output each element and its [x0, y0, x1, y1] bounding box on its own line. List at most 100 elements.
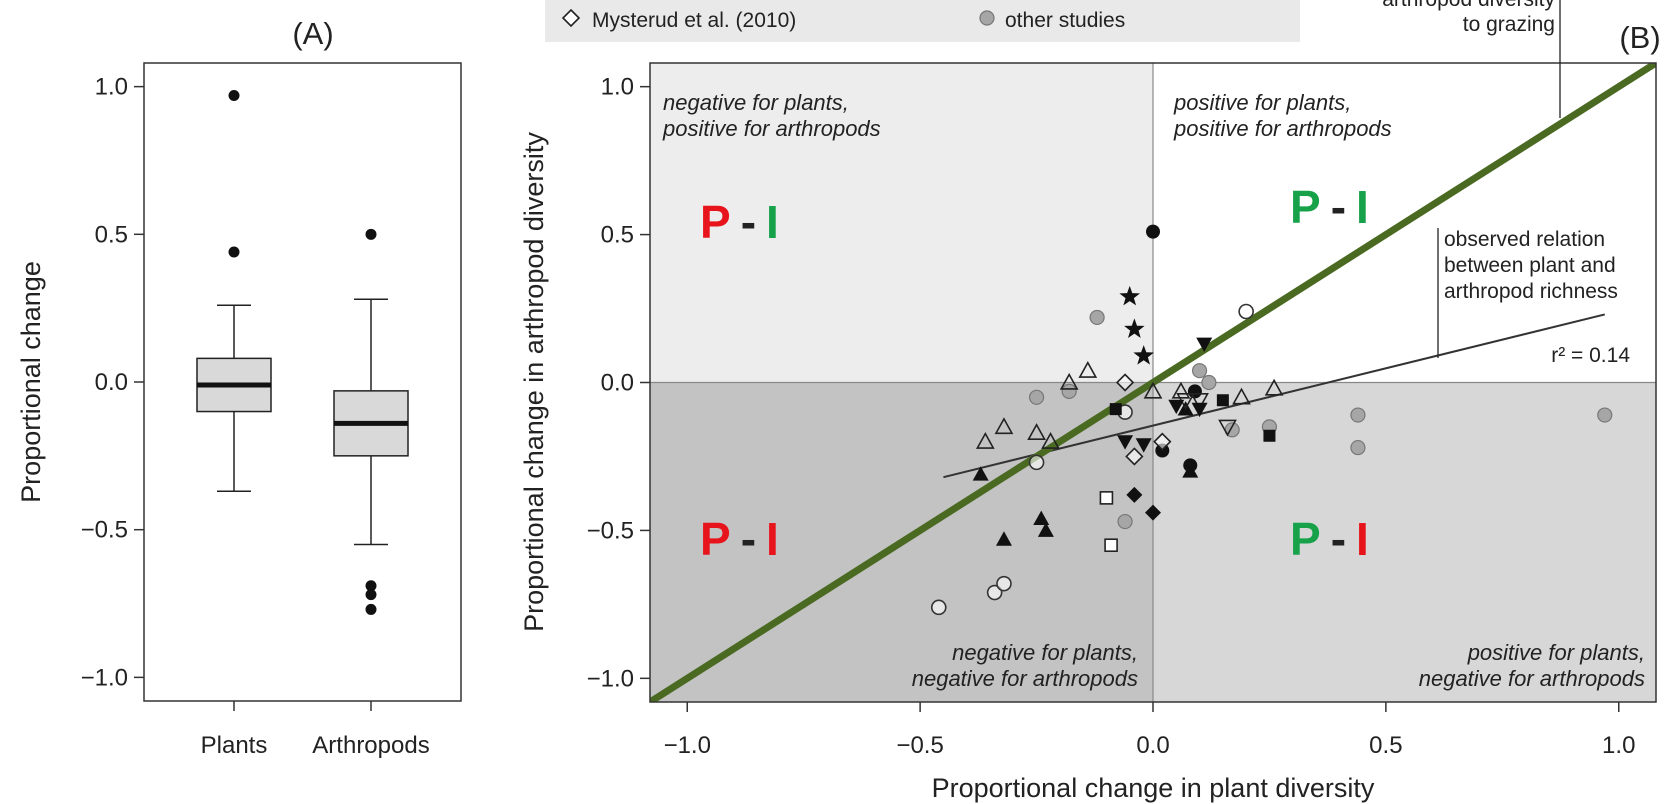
y-tick-label: 0.0: [601, 370, 634, 397]
y-tick-label: 1.0: [95, 74, 128, 101]
y-tick-label: 1.0: [601, 74, 634, 101]
pi-p: P: [1290, 181, 1321, 233]
x-tick-label: 0.0: [1136, 732, 1169, 759]
point-filled-circle: [1187, 384, 1202, 399]
point-filled-triangle: [972, 466, 989, 481]
pi-i: I: [1356, 513, 1369, 565]
y-tick-label: 0.0: [95, 369, 128, 396]
pi-marker-bottom-right: P-I: [1290, 513, 1369, 565]
legend: Mysterud et al. (2010) other studies: [545, 0, 1300, 42]
point-open-square: [1104, 538, 1118, 553]
point-gray-circle: [1117, 513, 1133, 530]
svg-text:P-I: P-I: [700, 513, 779, 565]
annotation-one-to-one: arthropod diversity to grazing: [1382, 0, 1561, 118]
panel-a-label: (A): [292, 16, 333, 51]
point-open-triangle: [1027, 423, 1046, 440]
y-tick-label: 0.5: [601, 222, 634, 249]
legend-open-diamond-icon: [561, 8, 581, 28]
point-star: [1133, 345, 1154, 365]
panel-a-boxes: [196, 89, 409, 615]
point-open-square: [1099, 491, 1114, 505]
point-open-triangle-down: [1190, 393, 1209, 410]
point-open-circle: [986, 584, 1003, 601]
pi-p: P: [700, 196, 731, 248]
point-filled-triangle: [995, 531, 1012, 546]
y-tick-label: −1.0: [81, 664, 128, 691]
y-tick-label: −0.5: [81, 517, 128, 544]
point-open-triangle: [1143, 381, 1163, 399]
point-open-circle: [996, 575, 1012, 592]
x-tick-label: Plants: [201, 732, 268, 759]
point-open-circle: [1028, 454, 1045, 471]
point-open-triangle: [1171, 381, 1191, 399]
svg-text:P-I: P-I: [1290, 181, 1369, 233]
x-tick-label: 0.5: [1369, 732, 1402, 759]
panel-b-y-axis-title: Proportional change in arthropod diversi…: [519, 132, 549, 632]
quad-bottom-right-line2: negative for arthropods: [1419, 666, 1645, 691]
quad-bottom-right-line1: positive for plants,: [1467, 640, 1645, 665]
panel-a: (A) 1.0 0.5 0.0 −0.5 −1.0 Plants Arthropods P…: [16, 16, 462, 759]
panel-b: 1.0 0.5 0.0 −0.5 −1.0 −1.0 −0.5 0.0 0.5 1.0 nega…: [519, 0, 1661, 803]
pi-i: I: [1356, 181, 1369, 233]
point-gray-circle: [1061, 383, 1077, 399]
outlier-point: [365, 603, 377, 615]
y-tick-label: 0.5: [95, 221, 128, 248]
svg-text:P-I: P-I: [1290, 513, 1369, 565]
pi-dash: -: [741, 513, 756, 565]
point-filled-triangle: [1037, 522, 1054, 537]
quad-bottom-left-line2: negative for arthropods: [912, 666, 1138, 691]
annotation-one-to-one-line2: to grazing: [1463, 13, 1555, 36]
point-filled-triangle: [1033, 510, 1050, 525]
outlier-point: [228, 246, 240, 258]
pi-dash: -: [1331, 513, 1346, 565]
svg-text:P-I: P-I: [700, 196, 779, 248]
point-open-diamond: [1115, 373, 1135, 392]
annotation-observed: observed relation between plant and arth…: [1437, 228, 1630, 367]
y-tick-label: −1.0: [587, 665, 634, 692]
outlier-point: [228, 89, 240, 101]
quad-top-left-line1: negative for plants,: [663, 90, 849, 115]
point-filled-square: [1216, 394, 1229, 407]
panel-b-x-axis-title: Proportional change in plant diversity: [932, 773, 1375, 803]
pi-marker-top-left: P-I: [700, 196, 779, 248]
point-open-triangle: [1041, 432, 1060, 449]
point-filled-triangle-down: [1117, 435, 1134, 450]
x-tick-label: −1.0: [664, 732, 711, 759]
point-open-triangle: [975, 432, 995, 449]
point-filled-triangle-down: [1191, 402, 1208, 418]
legend-gray-circle-icon: [979, 10, 995, 26]
panel-a-x-ticks: Plants Arthropods: [201, 701, 430, 759]
panel-a-plot-frame: [143, 62, 462, 702]
point-filled-diamond: [1145, 504, 1161, 521]
annotation-observed-line1: observed relation: [1444, 228, 1605, 251]
pi-i: I: [766, 196, 779, 248]
point-open-circle: [1238, 303, 1254, 320]
outlier-point: [365, 589, 377, 601]
point-filled-diamond: [1126, 486, 1143, 503]
pi-p: P: [1290, 513, 1321, 565]
point-star: [1119, 285, 1140, 306]
point-open-circle: [930, 599, 947, 616]
point-gray-circle: [1350, 439, 1366, 456]
outlier-point: [365, 580, 377, 592]
point-filled-triangle-down: [1135, 438, 1152, 453]
point-open-diamond: [1125, 447, 1144, 466]
panel-b-points: [930, 224, 1613, 616]
pi-p: P: [700, 513, 731, 565]
panel-a-y-ticks: 1.0 0.5 0.0 −0.5 −1.0: [81, 74, 144, 691]
point-open-triangle: [1078, 361, 1098, 378]
fit-line: [943, 313, 1606, 479]
pi-marker-top-right: P-I: [1290, 181, 1369, 233]
x-tick-label: 1.0: [1602, 732, 1635, 759]
y-tick-label: −0.5: [587, 517, 634, 544]
point-open-triangle: [1059, 372, 1079, 390]
point-filled-square: [1263, 429, 1276, 442]
quad-top-right-line2: positive for arthropods: [1173, 116, 1392, 141]
annotation-r2: r² = 0.14: [1551, 344, 1630, 367]
point-filled-triangle-down: [1168, 399, 1185, 415]
point-star: [1124, 318, 1145, 338]
annotation-one-to-one-line1: arthropod diversity: [1382, 0, 1555, 11]
point-open-triangle-down: [1218, 419, 1237, 437]
point-filled-circle: [1146, 224, 1160, 239]
